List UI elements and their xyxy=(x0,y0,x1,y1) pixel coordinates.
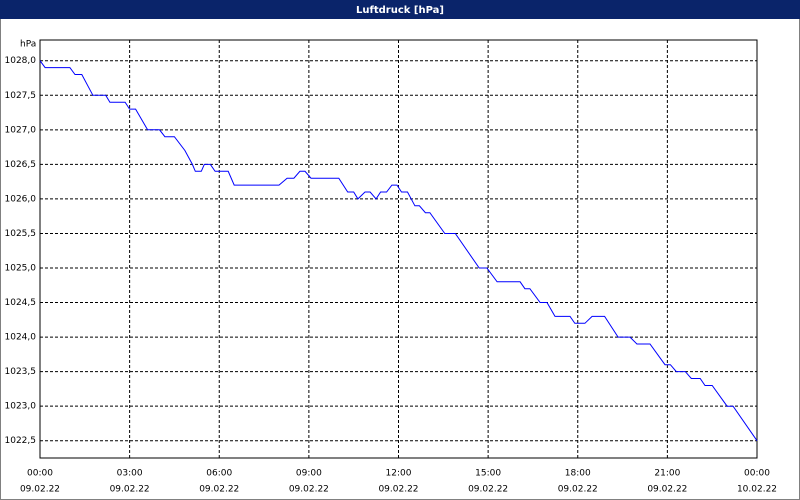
y-axis-label: hPa xyxy=(20,40,36,50)
y-tick-label: 1026,5 xyxy=(5,160,37,170)
x-tick-date: 09.02.22 xyxy=(199,485,239,495)
y-tick-label: 1024,0 xyxy=(5,333,37,343)
x-tick-label: 15:00 xyxy=(475,469,501,479)
x-tick-label: 06:00 xyxy=(206,469,232,479)
x-tick-date: 09.02.22 xyxy=(378,485,418,495)
x-tick-label: 21:00 xyxy=(654,469,680,479)
chart-title: Luftdruck [hPa] xyxy=(356,5,444,16)
x-tick-label: 03:00 xyxy=(117,469,143,479)
y-tick-label: 1022,5 xyxy=(5,436,37,446)
x-tick-date: 09.02.22 xyxy=(558,485,598,495)
x-tick-label: 00:00 xyxy=(27,469,53,479)
title-bar xyxy=(0,0,800,19)
y-tick-label: 1025,0 xyxy=(5,264,37,274)
y-tick-label: 1025,5 xyxy=(5,229,37,239)
y-tick-label: 1023,5 xyxy=(5,367,37,377)
y-tick-label: 1027,0 xyxy=(5,125,37,135)
y-tick-label: 1026,0 xyxy=(5,194,37,204)
y-tick-label: 1027,5 xyxy=(5,91,37,101)
x-tick-date: 10.02.22 xyxy=(737,485,777,495)
x-tick-label: 12:00 xyxy=(386,469,412,479)
pressure-line xyxy=(39,60,758,441)
x-tick-label: 00:00 xyxy=(744,469,770,479)
x-tick-date: 09.02.22 xyxy=(20,485,60,495)
y-tick-label: 1028,0 xyxy=(5,56,37,66)
x-tick-label: 09:00 xyxy=(296,469,322,479)
y-tick-label: 1023,0 xyxy=(5,402,37,412)
x-tick-date: 09.02.22 xyxy=(110,485,150,495)
y-tick-label: 1024,5 xyxy=(5,298,37,308)
x-tick-date: 09.02.22 xyxy=(289,485,329,495)
x-tick-date: 09.02.22 xyxy=(468,485,508,495)
x-tick-date: 09.02.22 xyxy=(647,485,687,495)
x-tick-label: 18:00 xyxy=(565,469,591,479)
plot-area xyxy=(39,39,758,459)
